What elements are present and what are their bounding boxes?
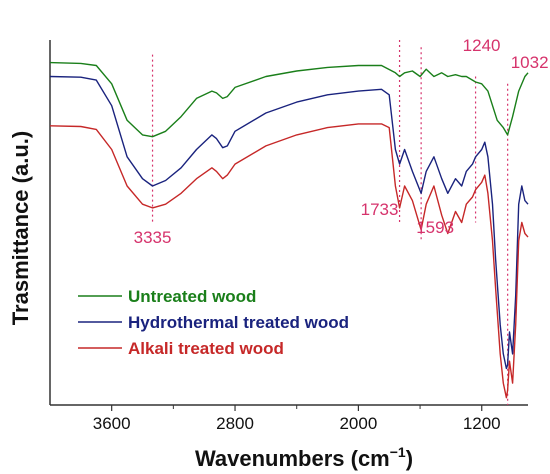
series-line-1 bbox=[49, 61, 529, 138]
x-tick-label: 1200 bbox=[463, 414, 501, 433]
x-ticks: 3600 2800 2000 1200 bbox=[93, 405, 501, 433]
plot-frame bbox=[49, 40, 528, 406]
x-axis-title: Wavenumbers (cm−1) bbox=[195, 444, 413, 471]
annotation-lines bbox=[151, 40, 509, 405]
annotation-label: 1032 bbox=[511, 53, 549, 72]
annotation-label: 1593 bbox=[416, 218, 454, 237]
x-tick-label: 3600 bbox=[93, 414, 131, 433]
legend-entry: Hydrothermal treated wood bbox=[128, 313, 349, 332]
series-line-3 bbox=[49, 123, 529, 399]
legend-entry: Untreated wood bbox=[128, 287, 256, 306]
x-tick-label: 2000 bbox=[339, 414, 377, 433]
y-axis-title: Trasmittance (a.u.) bbox=[8, 131, 33, 325]
annotation-label: 1733 bbox=[361, 200, 399, 219]
annotation-label: 3335 bbox=[134, 228, 172, 247]
legend: Untreated wood Hydrothermal treated wood A… bbox=[78, 287, 349, 358]
x-axis-title-main: Wavenumbers (cm bbox=[195, 446, 390, 471]
series-lines bbox=[49, 61, 529, 399]
annotation-labels: 3335 1733 1593 1240 1032 bbox=[134, 36, 549, 247]
series-line-2 bbox=[49, 75, 529, 370]
legend-entry: Alkali treated wood bbox=[128, 339, 284, 358]
x-axis-title-close: ) bbox=[406, 446, 413, 471]
x-axis-title-superscript: −1 bbox=[390, 444, 406, 460]
x-tick-label: 2800 bbox=[216, 414, 254, 433]
annotation-label: 1240 bbox=[463, 36, 501, 55]
